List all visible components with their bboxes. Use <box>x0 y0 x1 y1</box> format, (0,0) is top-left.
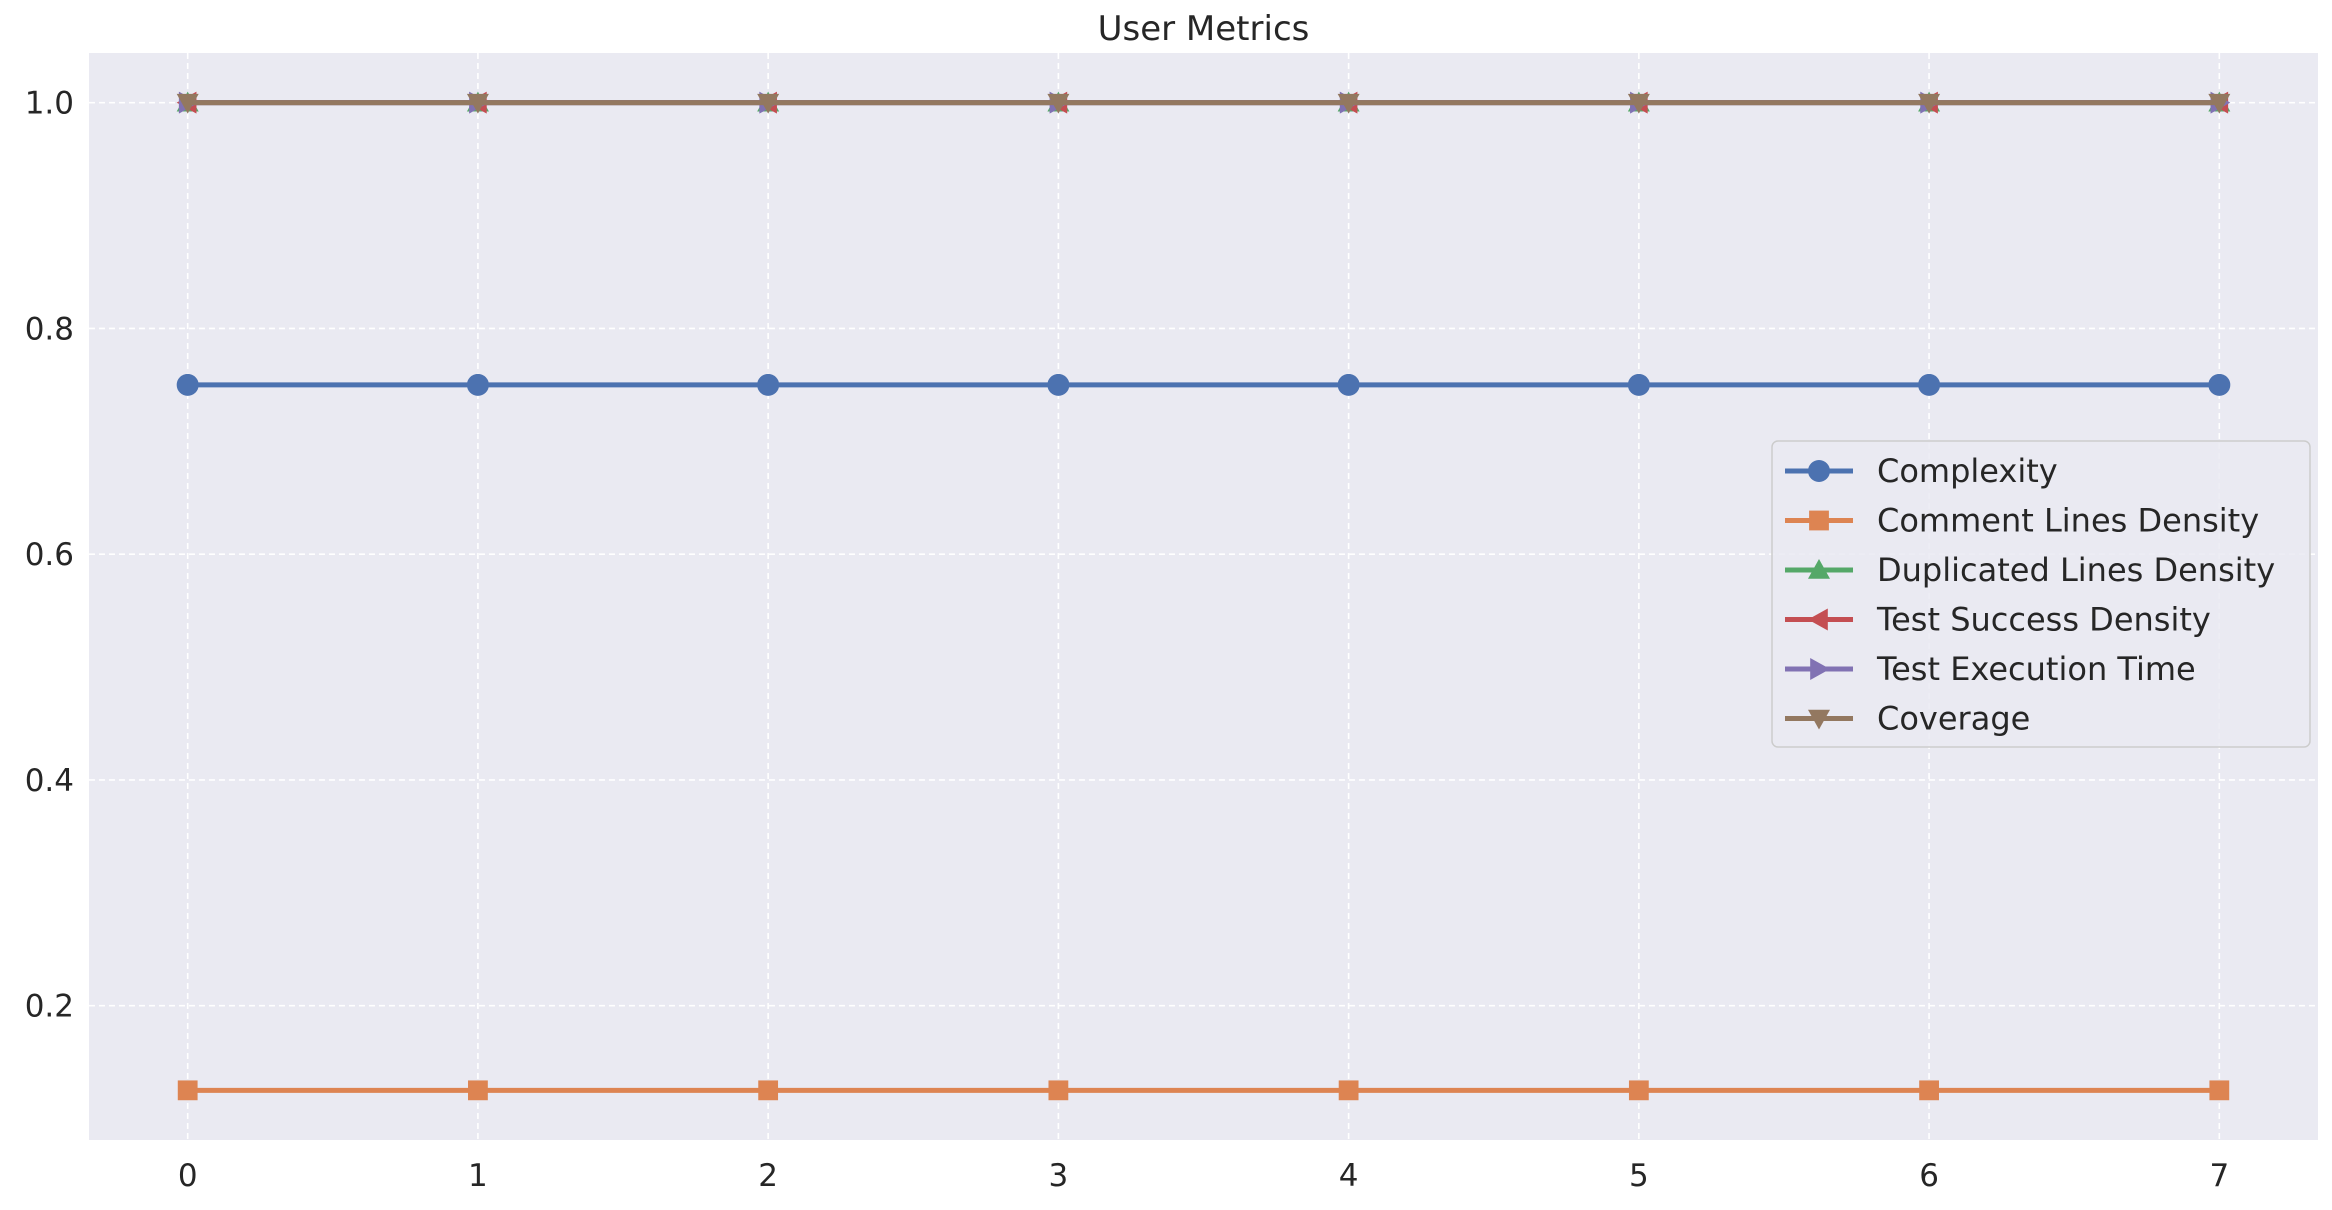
data-point-coverage <box>176 93 199 114</box>
y-tick-label: 0.4 <box>25 763 74 799</box>
legend-item-comment-lines-density: Comment Lines Density <box>1785 502 2259 540</box>
data-point-coverage <box>466 93 489 114</box>
legend-label: Complexity <box>1877 452 2058 490</box>
legend-label: Test Execution Time <box>1876 650 2196 688</box>
data-point-comment-lines-density <box>177 1080 198 1101</box>
data-point-coverage <box>1918 93 1941 114</box>
y-tick-label: 0.2 <box>25 989 74 1025</box>
x-tick-label: 6 <box>1919 1158 1939 1194</box>
x-tick-label: 3 <box>1049 1158 1069 1194</box>
data-point-coverage <box>1337 93 1360 114</box>
legend-box <box>1771 440 2311 748</box>
legend-label: Comment Lines Density <box>1877 502 2259 540</box>
series-complexity <box>176 373 2231 396</box>
legend-marker <box>1808 460 1830 482</box>
legend-marker <box>1809 510 1829 531</box>
series-layer <box>176 91 2231 1101</box>
y-tick-label: 0.6 <box>25 537 74 573</box>
data-point-coverage <box>1627 93 1650 114</box>
data-point-complexity <box>466 373 489 396</box>
data-point-coverage <box>1047 93 1070 114</box>
y-tick-label: 1.0 <box>25 86 74 122</box>
x-tick-label: 0 <box>178 1158 198 1194</box>
data-point-coverage <box>757 93 780 114</box>
data-point-coverage <box>2208 93 2231 114</box>
legend-label: Coverage <box>1877 700 2030 738</box>
chart-title: User Metrics <box>1098 9 1310 49</box>
legend-label: Test Success Density <box>1876 601 2211 639</box>
legend-marker <box>1808 709 1830 730</box>
series-coverage <box>176 93 2231 114</box>
data-point-comment-lines-density <box>1919 1080 1939 1101</box>
legend-item-duplicated-lines-density: Duplicated Lines Density <box>1785 551 2275 589</box>
data-point-complexity <box>757 373 780 396</box>
y-tick-label: 0.8 <box>25 311 74 347</box>
data-point-complexity <box>176 373 199 396</box>
data-point-complexity <box>1047 373 1070 396</box>
data-point-comment-lines-density <box>1628 1080 1649 1101</box>
legend: Complexity Comment Lines Density Duplicate… <box>1771 440 2311 748</box>
x-tick-label: 5 <box>1629 1158 1649 1194</box>
tick-labels: 0 1 2 3 4 5 6 7 0.2 0.4 0.6 0.8 1.0 <box>25 86 2230 1194</box>
legend-item-complexity: Complexity <box>1785 452 2058 490</box>
data-point-comment-lines-density <box>758 1080 779 1101</box>
legend-marker <box>1808 559 1830 579</box>
data-point-comment-lines-density <box>2209 1080 2230 1101</box>
legend-item-coverage: Coverage <box>1785 700 2030 738</box>
legend-marker <box>1810 658 1830 680</box>
x-tick-label: 4 <box>1339 1158 1359 1194</box>
legend-item-test-success-density: Test Success Density <box>1785 601 2211 639</box>
data-point-complexity <box>1337 373 1360 396</box>
legend-label: Duplicated Lines Density <box>1877 551 2275 589</box>
legend-marker <box>1808 608 1828 631</box>
legend-item-test-execution-time: Test Execution Time <box>1785 650 2196 688</box>
data-point-complexity <box>2208 373 2231 396</box>
data-point-comment-lines-density <box>1338 1080 1359 1101</box>
data-point-complexity <box>1918 373 1941 396</box>
x-tick-label: 7 <box>2209 1158 2229 1194</box>
series-comment-lines-density <box>177 1080 2230 1101</box>
data-point-complexity <box>1627 373 1650 396</box>
data-point-comment-lines-density <box>1048 1080 1069 1101</box>
data-point-comment-lines-density <box>468 1080 488 1101</box>
x-tick-label: 2 <box>758 1158 778 1194</box>
x-tick-label: 1 <box>468 1158 488 1194</box>
